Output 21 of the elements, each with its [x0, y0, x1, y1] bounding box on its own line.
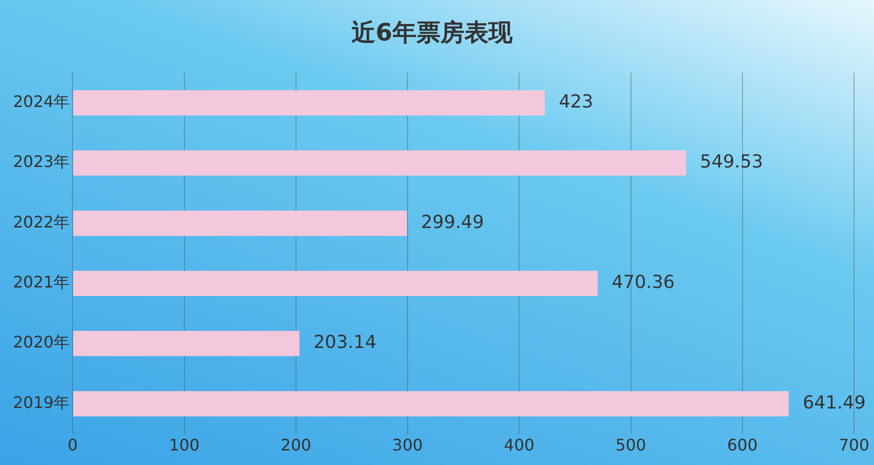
data-label: 299.49 — [420, 212, 484, 233]
data-label: 549.53 — [700, 152, 764, 173]
data-label: 203.14 — [313, 332, 376, 354]
chart-title: 近6年票房表现 — [352, 18, 514, 47]
x-tick-label: 500 — [616, 436, 646, 455]
y-tick-label: 2024年 — [13, 92, 70, 112]
y-tick-label: 2020年 — [13, 332, 70, 352]
x-tick-label: 100 — [169, 436, 200, 455]
x-tick-label: 300 — [392, 436, 423, 455]
data-label: 641.49 — [802, 392, 866, 414]
y-tick-label: 2023年 — [13, 152, 70, 172]
x-tick-label: 0 — [68, 436, 78, 455]
data-label: 470.36 — [612, 272, 675, 294]
data-label: 423 — [558, 92, 594, 113]
y-tick-label: 2022年 — [13, 212, 70, 232]
y-tick-label: 2021年 — [13, 272, 70, 292]
x-tick-label: 200 — [280, 436, 312, 455]
y-tick-label: 2019年 — [13, 392, 70, 412]
x-tick-label: 600 — [727, 436, 758, 455]
x-tick-label: 700 — [838, 436, 870, 455]
x-tick-label: 400 — [504, 436, 534, 455]
